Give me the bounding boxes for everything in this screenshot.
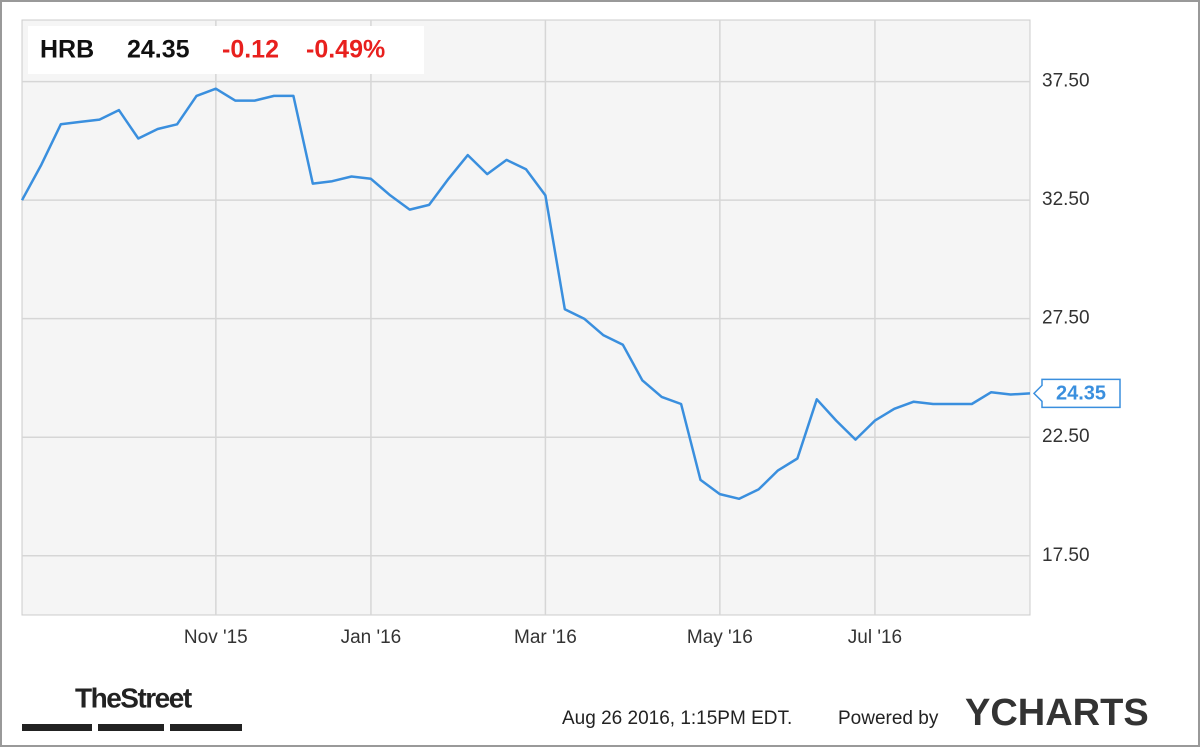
last-value-label: 24.35 — [1056, 383, 1106, 405]
brand: TheStreet — [75, 682, 192, 713]
y-tick-label: 37.50 — [1042, 71, 1090, 92]
y-tick-label: 22.50 — [1042, 426, 1090, 447]
last-value-callout — [1032, 378, 1121, 409]
grid — [22, 20, 1030, 615]
ycharts-logo: YCHARTS — [965, 692, 1149, 734]
x-tick-label: Jul '16 — [848, 627, 902, 648]
y-tick-label: 27.50 — [1042, 308, 1090, 329]
y-tick-label: 32.50 — [1042, 189, 1090, 210]
x-tick-label: May '16 — [687, 627, 753, 648]
line — [20, 87, 1031, 501]
timestamp: Aug 26 2016, 1:15PM EDT. — [562, 708, 792, 729]
x-tick-label: Mar '16 — [514, 627, 577, 648]
symbol: HRB — [40, 36, 94, 64]
brand-bar — [98, 724, 164, 731]
change: -0.12 — [222, 36, 279, 64]
quote-box — [28, 26, 424, 74]
change-pct: -0.49% — [306, 36, 385, 64]
brand-bar — [22, 724, 92, 731]
price: 24.35 — [127, 36, 190, 64]
x-tick-label: Nov '15 — [184, 627, 248, 648]
brand-bar — [170, 724, 242, 731]
powered-by: Powered by — [838, 708, 939, 729]
series-layer — [20, 87, 1031, 501]
plot-area — [21, 19, 1031, 616]
y-tick-label: 17.50 — [1042, 545, 1090, 566]
x-tick-label: Jan '16 — [341, 627, 402, 648]
